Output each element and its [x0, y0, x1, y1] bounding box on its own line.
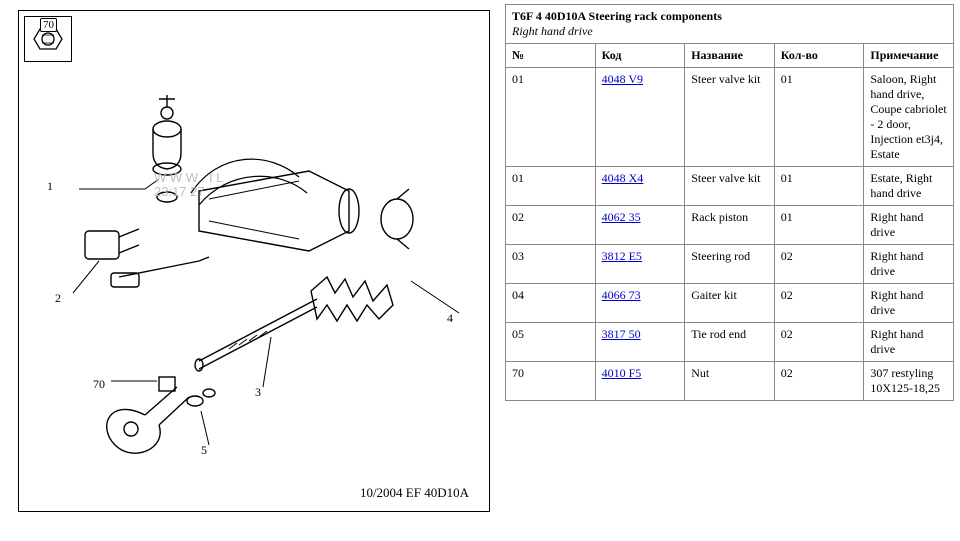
cell-code: 4066 73 [595, 284, 685, 323]
diagram-panel: 1 2 3 4 5 70 W W W . I L 23:17 27 10/200… [0, 0, 505, 541]
col-num: № [506, 44, 596, 68]
col-name: Название [685, 44, 775, 68]
cell-num: 04 [506, 284, 596, 323]
diagram-frame: 1 2 3 4 5 70 W W W . I L 23:17 27 10/200… [18, 10, 490, 512]
part-link[interactable]: 4048 V9 [602, 72, 643, 86]
cell-note: Estate, Right hand drive [864, 167, 954, 206]
table-row: 70 4010 F5 Nut02307 restyling10X125-18,25 [506, 362, 954, 401]
cell-code: 3812 E5 [595, 245, 685, 284]
callout-5: 5 [201, 443, 207, 458]
cell-note: Saloon, Right hand drive, Coupe cabriole… [864, 68, 954, 167]
table-title: T6F 4 40D10A Steering rack components [512, 9, 722, 23]
table-subtitle: Right hand drive [512, 24, 593, 38]
cell-num: 02 [506, 206, 596, 245]
cell-note: Right hand drive [864, 206, 954, 245]
callout-2: 2 [55, 291, 61, 306]
cell-name: Tie rod end [685, 323, 775, 362]
col-qty: Кол-во [774, 44, 864, 68]
cell-qty: 01 [774, 206, 864, 245]
cell-qty: 02 [774, 284, 864, 323]
cell-note: Right hand drive [864, 284, 954, 323]
part-link[interactable]: 3817 50 [602, 327, 641, 341]
cell-note: Right hand drive [864, 245, 954, 284]
cell-num: 01 [506, 68, 596, 167]
part-link[interactable]: 4010 F5 [602, 366, 642, 380]
cell-code: 4048 X4 [595, 167, 685, 206]
cell-name: Steering rod [685, 245, 775, 284]
cell-code: 4048 V9 [595, 68, 685, 167]
cell-code: 4010 F5 [595, 362, 685, 401]
part-link[interactable]: 4066 73 [602, 288, 641, 302]
table-row: 02 4062 35 Rack piston01Right hand drive [506, 206, 954, 245]
table-row: 014048 V9Steer valve kit01Saloon, Right … [506, 68, 954, 167]
nut-thumbnail-label: 70 [40, 18, 57, 32]
steering-rack-drawing [49, 81, 489, 481]
table-row: 04 4066 73 Gaiter kit02Right hand drive [506, 284, 954, 323]
cell-note: 307 restyling10X125-18,25 [864, 362, 954, 401]
callout-1: 1 [47, 179, 53, 194]
cell-name: Steer valve kit [685, 167, 775, 206]
cell-code: 4062 35 [595, 206, 685, 245]
cell-qty: 01 [774, 68, 864, 167]
part-link[interactable]: 4048 X4 [602, 171, 644, 185]
cell-code: 3817 50 [595, 323, 685, 362]
callout-3: 3 [255, 385, 261, 400]
cell-note: Right hand drive [864, 323, 954, 362]
table-row: 03 3812 E5 Steering rod02Right hand drive [506, 245, 954, 284]
cell-num: 05 [506, 323, 596, 362]
callout-4: 4 [447, 311, 453, 326]
col-note: Примечание [864, 44, 954, 68]
part-link[interactable]: 4062 35 [602, 210, 641, 224]
table-row: 05 3817 50 Tie rod end02Right hand drive [506, 323, 954, 362]
table-header-row: № Код Название Кол-во Примечание [506, 44, 954, 68]
watermark-line2: 23:17 27 [154, 184, 205, 199]
diagram-footer: 10/2004 EF 40D10A [360, 485, 469, 501]
cell-name: Gaiter kit [685, 284, 775, 323]
cell-name: Nut [685, 362, 775, 401]
table-title-row: T6F 4 40D10A Steering rack components Ri… [506, 5, 954, 44]
cell-num: 70 [506, 362, 596, 401]
cell-qty: 01 [774, 167, 864, 206]
table-title-cell: T6F 4 40D10A Steering rack components Ri… [506, 5, 954, 44]
table-body: 014048 V9Steer valve kit01Saloon, Right … [506, 68, 954, 401]
cell-name: Rack piston [685, 206, 775, 245]
cell-qty: 02 [774, 323, 864, 362]
watermark-line1: W W W . I L [154, 170, 223, 185]
parts-table: T6F 4 40D10A Steering rack components Ri… [505, 4, 954, 401]
cell-num: 01 [506, 167, 596, 206]
callout-70: 70 [93, 377, 105, 392]
parts-panel: T6F 4 40D10A Steering rack components Ri… [505, 0, 960, 541]
cell-name: Steer valve kit [685, 68, 775, 167]
part-link[interactable]: 3812 E5 [602, 249, 642, 263]
page: 1 2 3 4 5 70 W W W . I L 23:17 27 10/200… [0, 0, 960, 541]
col-code: Код [595, 44, 685, 68]
cell-qty: 02 [774, 245, 864, 284]
table-row: 014048 X4Steer valve kit01Estate, Right … [506, 167, 954, 206]
cell-qty: 02 [774, 362, 864, 401]
watermark: W W W . I L 23:17 27 [154, 171, 223, 200]
cell-num: 03 [506, 245, 596, 284]
